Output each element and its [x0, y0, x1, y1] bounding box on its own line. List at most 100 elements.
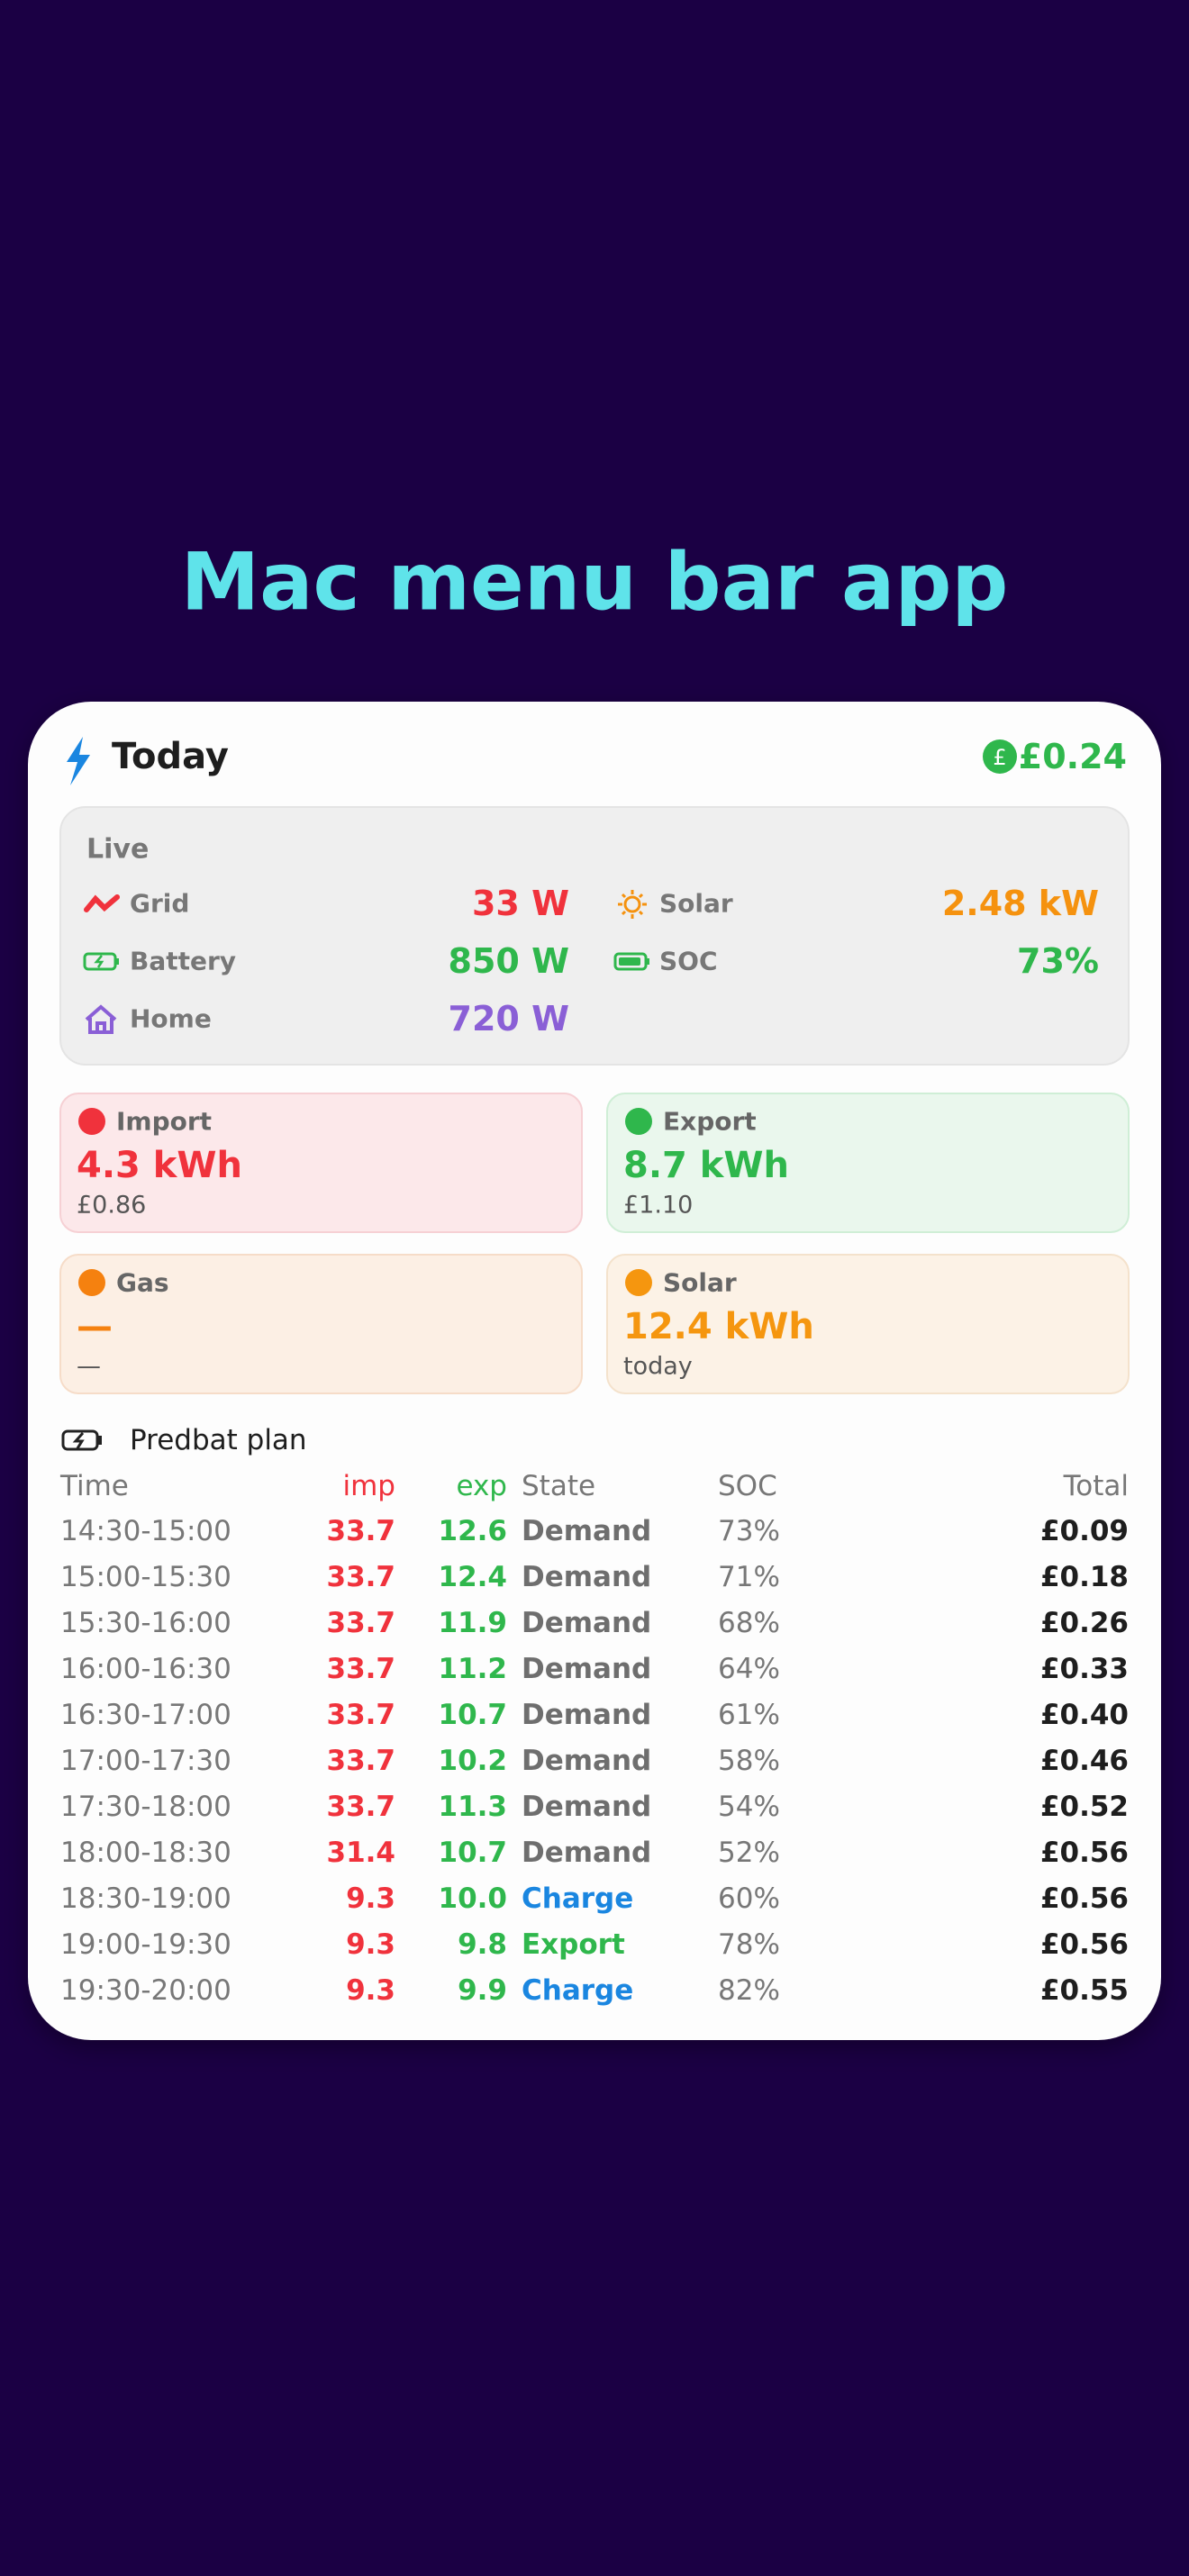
tile [59, 1093, 583, 1233]
cell-imp: 9.3 [346, 1928, 395, 1961]
live-value: 850 W [449, 941, 569, 981]
cell-exp: 9.8 [458, 1928, 507, 1961]
cell-total: £0.52 [1040, 1791, 1129, 1823]
cell-time: 18:30-19:00 [60, 1882, 231, 1915]
cell-exp: 12.4 [439, 1561, 508, 1593]
cell-exp: 10.2 [439, 1745, 508, 1777]
home-icon [85, 1004, 117, 1034]
sun-icon [618, 890, 647, 919]
tile [606, 1093, 1130, 1233]
cell-total: £0.56 [1040, 1882, 1129, 1915]
cell-soc: 64% [718, 1653, 780, 1685]
tile-title: Gas [116, 1268, 169, 1298]
soc-icon [613, 952, 649, 971]
live-title: Live [86, 834, 149, 866]
cell-imp: 31.4 [327, 1837, 396, 1869]
cell-state: Charge [522, 1882, 633, 1915]
cell-time: 15:00-15:30 [60, 1561, 231, 1593]
tile [59, 1254, 583, 1394]
tile-icon [78, 1108, 105, 1135]
column-header: exp [456, 1470, 507, 1502]
live-label: Home [130, 1004, 212, 1034]
cell-exp: 11.3 [439, 1791, 508, 1823]
header-total: £0.24 [1019, 737, 1127, 776]
cell-soc: 78% [718, 1928, 780, 1961]
live-value: 2.48 kW [942, 884, 1099, 923]
column-header: imp [343, 1470, 396, 1502]
cell-time: 18:00-18:30 [60, 1837, 231, 1869]
live-label: Battery [130, 947, 236, 976]
cell-time: 16:00-16:30 [60, 1653, 231, 1685]
tile-value: 8.7 kWh [623, 1145, 789, 1186]
tile-icon [625, 1108, 652, 1135]
cell-total: £0.33 [1040, 1653, 1129, 1685]
cell-imp: 33.7 [327, 1607, 396, 1639]
tile-value: 4.3 kWh [77, 1145, 242, 1186]
column-header: State [522, 1470, 595, 1502]
cell-soc: 58% [718, 1745, 780, 1777]
coin-symbol: £ [993, 745, 1006, 770]
battery-icon [83, 952, 119, 971]
column-header: Total [1063, 1470, 1129, 1502]
tile [606, 1254, 1130, 1394]
cell-total: £0.26 [1040, 1607, 1129, 1639]
bolt-icon [67, 737, 90, 785]
cell-exp: 10.0 [439, 1882, 508, 1915]
tile-title: Import [116, 1107, 212, 1137]
cell-state: Demand [522, 1745, 651, 1777]
cell-exp: 10.7 [439, 1837, 508, 1869]
cell-imp: 9.3 [346, 1974, 395, 2007]
cell-total: £0.46 [1040, 1745, 1129, 1777]
tile-title: Export [663, 1107, 757, 1137]
tile-value: 12.4 kWh [623, 1306, 814, 1347]
plan-title: Predbat plan [130, 1424, 307, 1456]
cell-state: Demand [522, 1791, 651, 1823]
cell-time: 14:30-15:00 [60, 1515, 231, 1547]
cell-soc: 82% [718, 1974, 780, 2007]
cell-imp: 33.7 [327, 1515, 396, 1547]
cell-total: £0.18 [1040, 1561, 1129, 1593]
headline: Mac menu bar app [181, 536, 1009, 629]
cell-soc: 54% [718, 1791, 780, 1823]
live-label: Solar [659, 889, 733, 919]
cell-soc: 60% [718, 1882, 780, 1915]
cell-total: £0.56 [1040, 1928, 1129, 1961]
cell-state: Charge [522, 1974, 633, 2007]
live-value: 33 W [472, 884, 569, 923]
cell-exp: 11.2 [439, 1653, 508, 1685]
column-header: SOC [718, 1470, 777, 1502]
tile-sub: £0.86 [77, 1192, 146, 1220]
cell-soc: 61% [718, 1699, 780, 1731]
tile-sub: £1.10 [623, 1192, 693, 1220]
cell-state: Demand [522, 1653, 651, 1685]
cell-imp: 33.7 [327, 1699, 396, 1731]
cell-total: £0.09 [1040, 1515, 1129, 1547]
plan-icon [61, 1429, 102, 1451]
cell-state: Demand [522, 1515, 651, 1547]
coin-icon [983, 739, 1017, 774]
cell-total: £0.40 [1040, 1699, 1129, 1731]
cell-soc: 71% [718, 1561, 780, 1593]
cell-imp: 33.7 [327, 1653, 396, 1685]
live-label: Grid [130, 889, 189, 919]
cell-exp: 10.7 [439, 1699, 508, 1731]
cell-imp: 33.7 [327, 1791, 396, 1823]
cell-state: Export [522, 1928, 625, 1961]
cell-time: 17:00-17:30 [60, 1745, 231, 1777]
column-header: Time [59, 1470, 129, 1502]
cell-state: Demand [522, 1561, 651, 1593]
tile-sub: — [77, 1353, 101, 1381]
header-title: Today [112, 736, 229, 777]
cell-imp: 9.3 [346, 1882, 395, 1915]
cell-state: Demand [522, 1607, 651, 1639]
tile-sub: today [623, 1353, 693, 1381]
cell-time: 15:30-16:00 [60, 1607, 231, 1639]
cell-imp: 33.7 [327, 1561, 396, 1593]
cell-exp: 12.6 [439, 1515, 508, 1547]
live-label: SOC [659, 947, 718, 976]
cell-time: 17:30-18:00 [60, 1791, 231, 1823]
grid-icon [84, 894, 120, 912]
cell-state: Demand [522, 1699, 651, 1731]
cell-exp: 11.9 [439, 1607, 508, 1639]
